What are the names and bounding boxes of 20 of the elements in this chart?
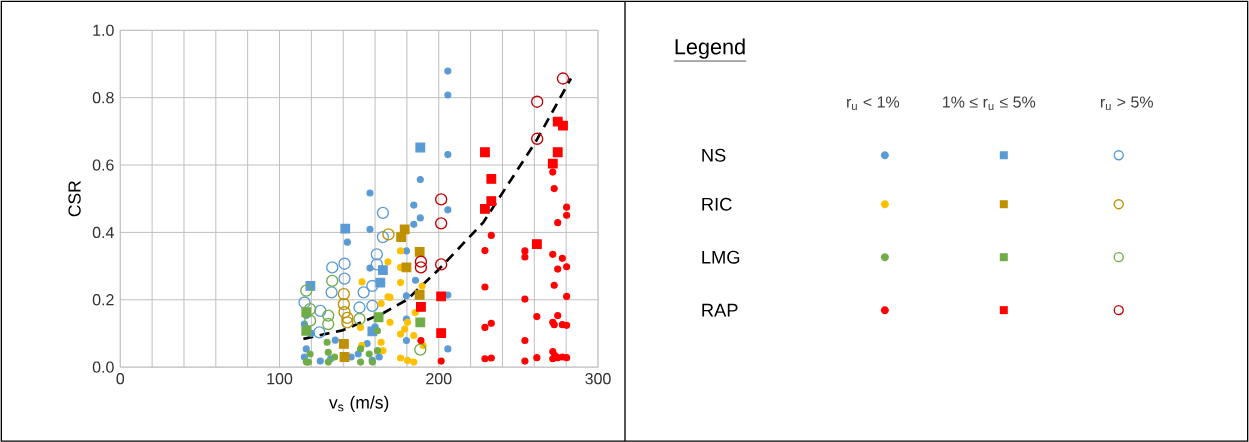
- legend-title: Legend: [675, 38, 745, 59]
- y-tick-label: 0.8: [92, 91, 114, 104]
- x-tick-label: 100: [267, 372, 293, 385]
- y-axis-title: CSR: [68, 180, 81, 217]
- y-tick-label: 1.0: [93, 24, 114, 36]
- text: RIC: [702, 197, 732, 211]
- text: 1% ≤ r$_{u}$ ≤ 5%: [943, 96, 1036, 110]
- x-tick-label: 300: [585, 372, 611, 385]
- y-tick-label: 0.6: [92, 159, 114, 171]
- text: r$_{u}$ < 1%: [847, 96, 900, 110]
- text: RAP: [702, 303, 738, 317]
- text: r$_{u}$ > 5%: [1100, 96, 1153, 110]
- x-axis-title: v$_{s}$ (m/s): [329, 395, 389, 412]
- text: NS: [702, 148, 726, 162]
- x-tick-label: 0: [116, 372, 125, 385]
- y-tick-label: 0.4: [92, 226, 114, 238]
- y-tick-label: 0.0: [92, 361, 114, 373]
- y-tick-label: 0.2: [92, 293, 114, 306]
- x-tick-label: 200: [426, 372, 452, 385]
- text: LMG: [702, 250, 740, 264]
